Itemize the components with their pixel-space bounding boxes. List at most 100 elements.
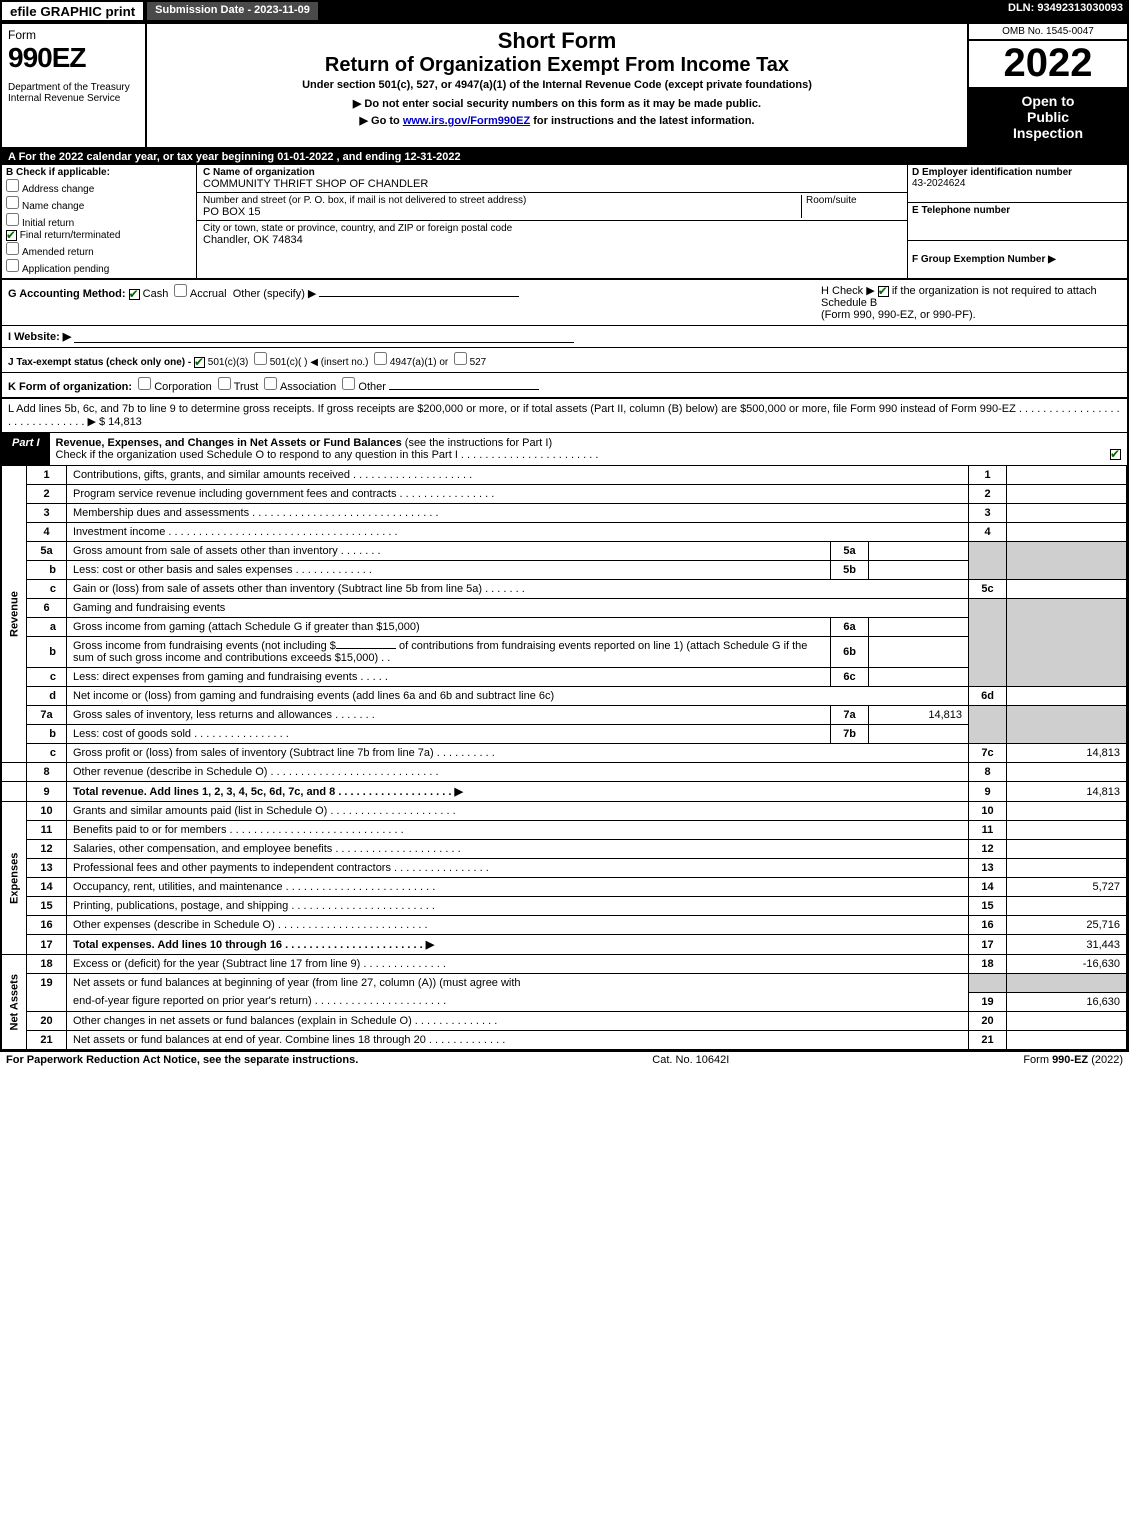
j-label: J Tax-exempt status (check only one) - <box>8 357 194 368</box>
line-3-desc: Membership dues and assessments . . . . … <box>67 504 969 523</box>
midamt-7a: 14,813 <box>869 706 969 725</box>
city-value: Chandler, OK 74834 <box>203 234 512 246</box>
table-row: 4 Investment income . . . . . . . . . . … <box>2 523 1127 542</box>
refno-18: 18 <box>969 955 1007 974</box>
cb-4947-input[interactable] <box>374 352 387 365</box>
midamt-6c <box>869 668 969 687</box>
cb-accrual-input[interactable] <box>174 284 187 297</box>
header-row: Form 990EZ Department of the Treasury In… <box>2 24 1127 149</box>
phone-label: E Telephone number <box>912 205 1123 216</box>
line-17-text: Total expenses. Add lines 10 through 16 … <box>73 939 434 951</box>
footer-right-post: (2022) <box>1088 1054 1123 1066</box>
refno-4: 4 <box>969 523 1007 542</box>
amount-13 <box>1007 859 1127 878</box>
table-row: b Less: cost or other basis and sales ex… <box>2 561 1127 580</box>
table-row: c Gross profit or (loss) from sales of i… <box>2 744 1127 763</box>
section-h: H Check ▶ if the organization is not req… <box>821 284 1121 321</box>
line-10-desc: Grants and similar amounts paid (list in… <box>67 802 969 821</box>
cb-schedule-o-icon[interactable] <box>1110 449 1121 460</box>
k-other-field[interactable] <box>389 389 539 390</box>
cb-app-pending[interactable]: Application pending <box>6 259 192 275</box>
city-row: City or town, state or province, country… <box>197 221 907 248</box>
website-field[interactable] <box>74 330 574 343</box>
footer-right: Form 990-EZ (2022) <box>1023 1054 1123 1066</box>
line-14-desc: Occupancy, rent, utilities, and maintena… <box>67 878 969 897</box>
cb-name-change-label: Name change <box>22 201 84 212</box>
lineno-6b: b <box>27 637 67 668</box>
cb-cash-icon[interactable] <box>129 289 140 300</box>
open-to-public-box: Open to Public Inspection <box>969 87 1127 147</box>
line-6b-desc: Gross income from fundraising events (no… <box>67 637 831 668</box>
cb-final-return-icon[interactable] <box>6 230 17 241</box>
cb-527-input[interactable] <box>454 352 467 365</box>
row-i-website: I Website: ▶ <box>2 326 1127 348</box>
lineno-6a: a <box>27 618 67 637</box>
g-accrual: Accrual <box>190 288 227 300</box>
ein-value: 43-2024624 <box>912 178 1123 189</box>
cb-address-change-label: Address change <box>22 184 94 195</box>
cb-other-org-input[interactable] <box>342 377 355 390</box>
line-8-desc: Other revenue (describe in Schedule O) .… <box>67 763 969 782</box>
cb-final-return-label: Final return/terminated <box>20 230 121 241</box>
irs-link[interactable]: www.irs.gov/Form990EZ <box>403 115 530 127</box>
table-row: 7a Gross sales of inventory, less return… <box>2 706 1127 725</box>
lineno-17: 17 <box>27 935 67 955</box>
row-l-gross-receipts: L Add lines 5b, 6c, and 7b to line 9 to … <box>2 399 1127 433</box>
group-exemption-label: F Group Exemption Number ▶ <box>912 254 1056 265</box>
cb-h-icon[interactable] <box>878 286 889 297</box>
cb-amended-return[interactable]: Amended return <box>6 242 192 258</box>
cb-501c3-icon[interactable] <box>194 357 205 368</box>
amount-5c <box>1007 580 1127 599</box>
amount-1 <box>1007 466 1127 485</box>
cb-trust-input[interactable] <box>218 377 231 390</box>
cb-corp-input[interactable] <box>138 377 151 390</box>
g-other-field[interactable] <box>319 296 519 297</box>
l6b-blank[interactable] <box>336 648 396 649</box>
g-other: Other (specify) ▶ <box>233 288 317 300</box>
refno-6-grey <box>969 599 1007 687</box>
lineno-9: 9 <box>27 782 67 802</box>
refno-21: 21 <box>969 1030 1007 1049</box>
cb-assoc-input[interactable] <box>264 377 277 390</box>
refno-5a-mid: 5a <box>831 542 869 561</box>
part-1-title: Revenue, Expenses, and Changes in Net As… <box>56 437 402 449</box>
refno-5c: 5c <box>969 580 1007 599</box>
refno-11: 11 <box>969 821 1007 840</box>
lineno-14: 14 <box>27 878 67 897</box>
cb-name-change[interactable]: Name change <box>6 196 192 212</box>
lineno-5b: b <box>27 561 67 580</box>
line-7b-desc: Less: cost of goods sold . . . . . . . .… <box>67 725 831 744</box>
cb-initial-return-input[interactable] <box>6 213 19 226</box>
dept-line-2: Internal Revenue Service <box>8 93 139 104</box>
section-d-col: D Employer identification number 43-2024… <box>907 165 1127 278</box>
ein-row: D Employer identification number 43-2024… <box>908 165 1127 203</box>
table-row: 6 Gaming and fundraising events <box>2 599 1127 618</box>
amount-8 <box>1007 763 1127 782</box>
amount-14: 5,727 <box>1007 878 1127 897</box>
line-20-desc: Other changes in net assets or fund bala… <box>67 1011 969 1030</box>
line-13-desc: Professional fees and other payments to … <box>67 859 969 878</box>
cb-address-change[interactable]: Address change <box>6 179 192 195</box>
form-container: Form 990EZ Department of the Treasury In… <box>0 22 1129 1052</box>
j-501c3: 501(c)(3) <box>208 357 249 368</box>
refno-5-grey <box>969 542 1007 580</box>
cb-amended-return-input[interactable] <box>6 242 19 255</box>
cb-initial-return[interactable]: Initial return <box>6 213 192 229</box>
table-row: Revenue 1 Contributions, gifts, grants, … <box>2 466 1127 485</box>
line-6d-desc: Net income or (loss) from gaming and fun… <box>67 687 969 706</box>
cb-address-change-input[interactable] <box>6 179 19 192</box>
line-16-desc: Other expenses (describe in Schedule O) … <box>67 916 969 935</box>
cb-app-pending-input[interactable] <box>6 259 19 272</box>
refno-1: 1 <box>969 466 1007 485</box>
k-other: Other <box>358 381 386 393</box>
cb-final-return[interactable]: Final return/terminated <box>6 230 192 241</box>
cb-name-change-input[interactable] <box>6 196 19 209</box>
table-row: 20 Other changes in net assets or fund b… <box>2 1011 1127 1030</box>
netassets-sidebar: Net Assets <box>2 955 27 1050</box>
refno-8: 8 <box>969 763 1007 782</box>
table-row: c Gain or (loss) from sale of assets oth… <box>2 580 1127 599</box>
amount-3 <box>1007 504 1127 523</box>
line-12-desc: Salaries, other compensation, and employ… <box>67 840 969 859</box>
cb-501c-input[interactable] <box>254 352 267 365</box>
efile-print-button[interactable]: efile GRAPHIC print <box>0 0 145 22</box>
